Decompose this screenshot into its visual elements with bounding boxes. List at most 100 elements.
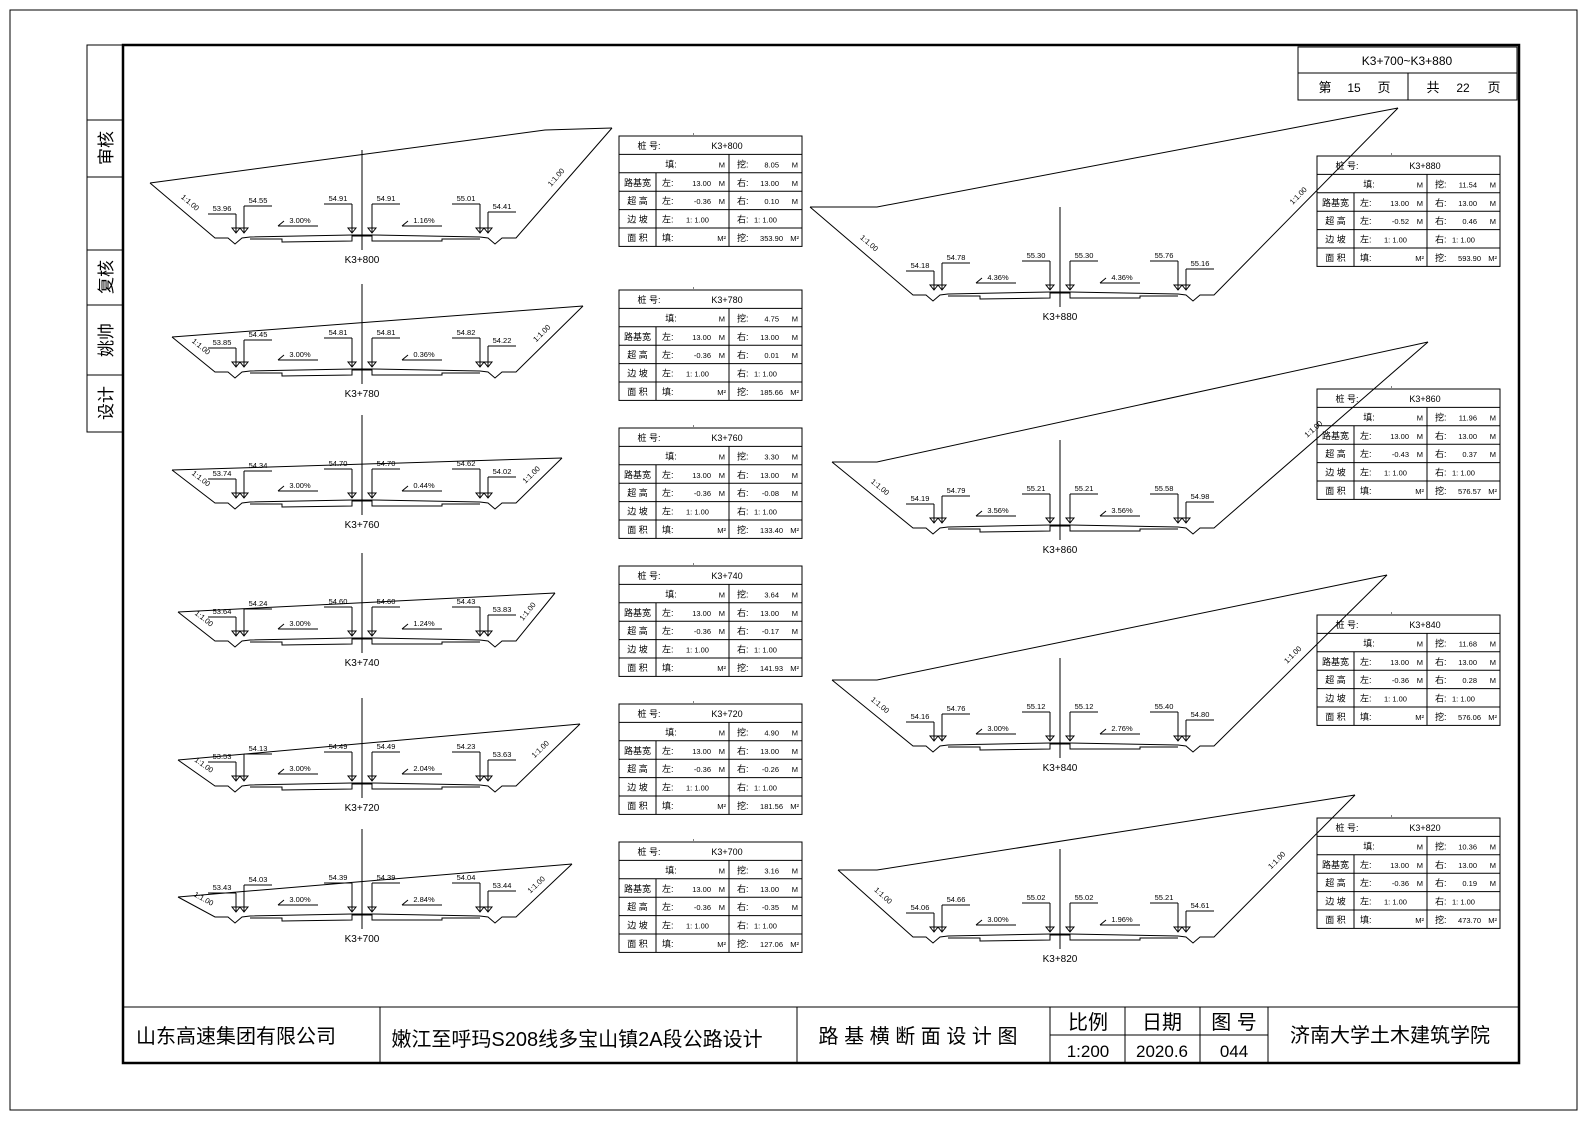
review-label: 审核	[97, 131, 116, 165]
page-prefix: 第	[1318, 80, 1331, 95]
left-value: 13.00	[1390, 199, 1409, 208]
station-label: K3+800	[345, 255, 380, 266]
pavement-layer-left	[250, 500, 353, 508]
unit: M	[792, 866, 798, 875]
elevation-marker-icon	[238, 492, 250, 499]
elevation-label: 54.62	[457, 459, 476, 468]
elevation-marker-icon	[482, 630, 494, 637]
left-value: -0.36	[694, 765, 711, 774]
right-key: 右:	[737, 920, 749, 931]
unit: M	[719, 471, 725, 480]
number-value: 044	[1220, 1042, 1248, 1061]
unit: M	[792, 489, 798, 498]
left-key: 左:	[1360, 197, 1372, 208]
elevation-label: 55.76	[1155, 251, 1174, 260]
unit: M	[1417, 842, 1423, 851]
ground-line	[171, 305, 584, 338]
fill-key: 填:	[1360, 252, 1372, 263]
elevation-label: 55.58	[1155, 484, 1174, 493]
right-value: 13.00	[760, 747, 779, 756]
pavement-layer-left	[250, 638, 353, 646]
elevation-marker-icon	[230, 492, 242, 499]
left-value: -0.36	[1392, 676, 1409, 685]
right-key: 右:	[1435, 197, 1447, 208]
elevation-label: 54.78	[947, 253, 966, 262]
row-label: 路基宽	[624, 331, 651, 342]
ground-line	[832, 341, 1429, 463]
slope-ratio-right: 1:1.00	[517, 600, 537, 622]
elevation-marker-icon	[936, 517, 948, 524]
elevation-label: 55.21	[1075, 484, 1094, 493]
elevation-label: 55.40	[1155, 702, 1174, 711]
unit: M	[792, 179, 798, 188]
station-value: K3+820	[1409, 823, 1440, 833]
area-cut-value: 133.40	[760, 526, 783, 535]
left-key: 左:	[1360, 656, 1372, 667]
unit: M	[719, 351, 725, 360]
left-value: 13.00	[1390, 861, 1409, 870]
elevation-marker-icon	[1180, 517, 1192, 524]
left-key: 左:	[662, 506, 674, 517]
crossfall-label: 2.84%	[413, 895, 435, 904]
scale-value: 1:200	[1067, 1042, 1110, 1061]
crossfall-label: 1.16%	[413, 216, 435, 225]
elevation-label: 54.23	[457, 742, 476, 751]
row-label: 路基宽	[624, 745, 651, 756]
elevation-label: 53.96	[213, 204, 232, 213]
elevation-marker-icon	[238, 630, 250, 637]
row-label: 超 高	[1325, 448, 1346, 459]
cut-value: 11.54	[1459, 180, 1477, 189]
outer-border	[9, 9, 1578, 1111]
unit: M	[1490, 432, 1496, 441]
ground-line	[810, 107, 1399, 208]
station-label: K3+780	[345, 389, 380, 400]
elevation-label: 54.39	[377, 873, 396, 882]
left-value: 1: 1.00	[686, 922, 709, 931]
unit: M	[719, 489, 725, 498]
right-key: 右:	[737, 469, 749, 480]
slope-ratio-right: 1:1.00	[1282, 644, 1303, 665]
area-cut-value: 353.90	[760, 234, 783, 243]
cut-key: 挖:	[737, 524, 749, 535]
ground-line	[838, 794, 1356, 871]
right-key: 右:	[1435, 215, 1447, 226]
unit: M	[1490, 842, 1496, 851]
right-value: 1: 1.00	[754, 784, 777, 793]
elevation-marker-icon	[928, 926, 940, 933]
right-value: 13.00	[760, 471, 779, 480]
left-key: 左:	[1360, 430, 1372, 441]
elevation-marker-icon	[366, 361, 378, 368]
right-key: 右:	[737, 883, 749, 894]
left-value: -0.36	[694, 489, 711, 498]
crossfall-arrowhead	[277, 899, 285, 906]
right-value: 1: 1.00	[1452, 236, 1475, 245]
row-label: 面 积	[627, 800, 648, 811]
fill-key: 填:	[1360, 914, 1372, 925]
pavement-layer-left	[948, 934, 1051, 942]
row-label: 路基宽	[1322, 430, 1349, 441]
unit: M	[1490, 217, 1496, 226]
cut-key: 挖:	[737, 232, 749, 243]
elevation-label: 54.66	[947, 895, 966, 904]
elevation-label: 54.60	[329, 597, 348, 606]
elevation-marker-icon	[346, 361, 358, 368]
row-label: 超 高	[627, 625, 648, 636]
unit: M	[792, 471, 798, 480]
date-value: 2020.6	[1136, 1042, 1188, 1061]
row-label: 超 高	[627, 349, 648, 360]
cut-value: 3.30	[764, 452, 779, 461]
station-value: K3+800	[711, 141, 742, 151]
number-label: 图 号	[1211, 1012, 1257, 1034]
elevation-marker-icon	[474, 906, 486, 913]
elevation-marker-icon	[346, 775, 358, 782]
station-key: 桩 号:	[637, 846, 660, 857]
unit: M	[1490, 658, 1496, 667]
elevation-label: 54.02	[493, 467, 512, 476]
elevation-marker-icon	[346, 492, 358, 499]
right-key: 右:	[737, 782, 749, 793]
fill-key: 填:	[1363, 840, 1375, 851]
